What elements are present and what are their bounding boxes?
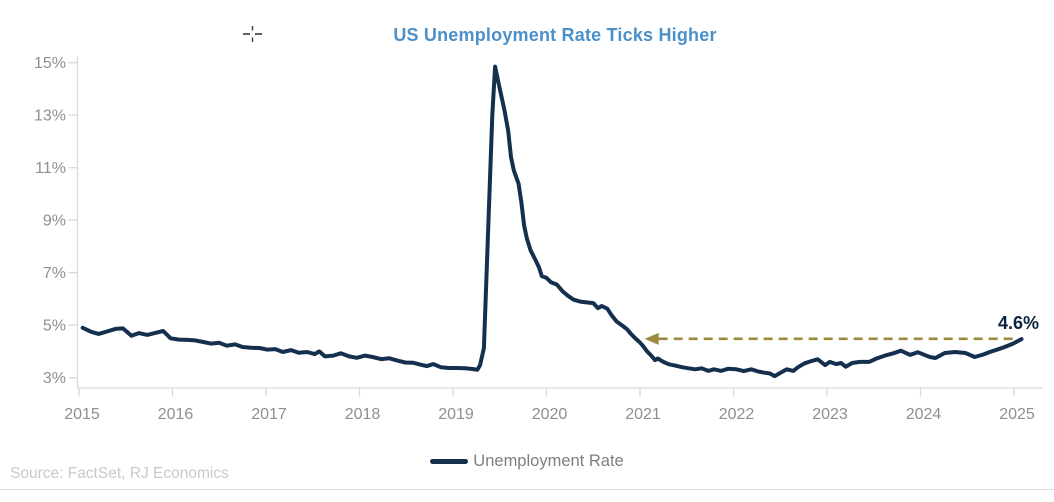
- x-tick-label: 2021: [625, 406, 661, 423]
- y-tick-label: 5%: [43, 318, 66, 335]
- x-tick-label: 2024: [906, 406, 942, 423]
- x-tick-label: 2015: [64, 406, 100, 423]
- annotation-value-label: 4.6%: [998, 313, 1039, 333]
- y-tick-label: 7%: [43, 265, 66, 282]
- mouse-cursor-icon: [243, 26, 262, 42]
- x-tick-label: 2017: [251, 406, 287, 423]
- y-tick-label: 13%: [34, 108, 66, 125]
- bottom-divider: [0, 489, 1054, 490]
- x-tick-label: 2023: [812, 406, 848, 423]
- x-tick-label: 2016: [158, 406, 194, 423]
- y-tick-label: 3%: [43, 370, 66, 387]
- x-tick-label: 2020: [532, 406, 568, 423]
- x-tick-label: 2018: [345, 406, 381, 423]
- unemployment-rate-line: [80, 64, 1024, 379]
- source-note: Source: FactSet, RJ Economics: [10, 465, 229, 482]
- chart-title: US Unemployment Rate Ticks Higher: [393, 25, 717, 45]
- y-tick-label: 9%: [43, 213, 66, 230]
- x-tick-label: 2019: [438, 406, 474, 423]
- legend: Unemployment Rate: [0, 452, 1054, 471]
- annotation-arrowhead: [644, 332, 659, 345]
- x-tick-label: 2025: [999, 406, 1035, 423]
- y-tick-label: 11%: [35, 160, 66, 177]
- plot-area: 3% 5% 7% 9% 11% 13% 15% 2015 2016 2017 2018 2019 202…: [34, 55, 1043, 423]
- y-tick-label: 15%: [34, 55, 66, 72]
- legend-label: Unemployment Rate: [473, 452, 624, 470]
- legend-line-swatch: [430, 459, 469, 464]
- x-tick-label: 2022: [719, 406, 755, 423]
